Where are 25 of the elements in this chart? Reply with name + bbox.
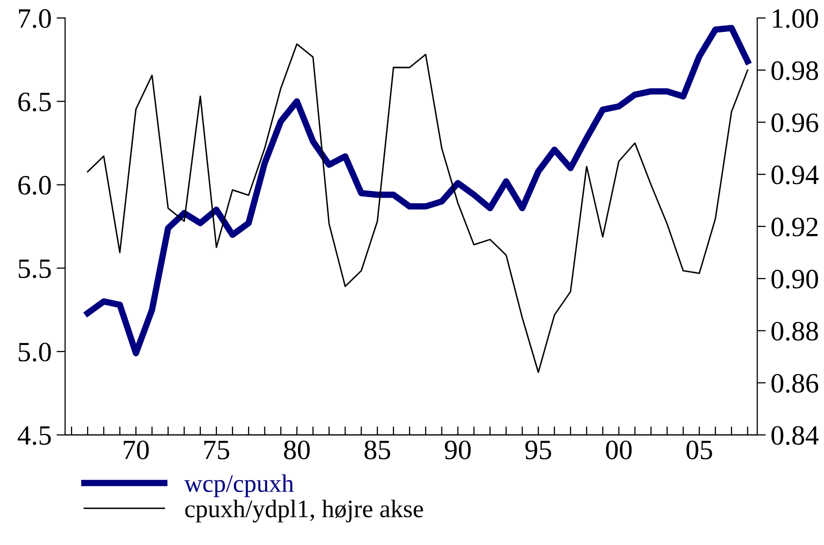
x-tick-label: 80 bbox=[284, 440, 310, 460]
y-tick-label: 7.0 bbox=[19, 9, 51, 28]
y2-tick-label: 0.88 bbox=[772, 322, 818, 341]
x-tick-label: 90 bbox=[444, 440, 471, 460]
x-tick-label: 95 bbox=[525, 440, 552, 460]
y2-tick-label: 0.96 bbox=[772, 113, 818, 132]
x-tick-label: 85 bbox=[364, 440, 390, 460]
y-tick-label: 5.0 bbox=[18, 342, 51, 362]
y2-tick-label: 0.84 bbox=[772, 426, 819, 445]
y2-tick-label: 0.94 bbox=[772, 165, 819, 184]
y2-tick-label: 0.98 bbox=[772, 61, 818, 80]
legend-label: cpuxh/ydpl1, højre akse bbox=[185, 500, 423, 522]
legend-label: wcp/cpuxh bbox=[184, 474, 294, 498]
y-tick-label: 5.5 bbox=[18, 260, 51, 278]
y2-tick-label: 0.92 bbox=[772, 218, 818, 236]
x-tick-label: 75 bbox=[204, 440, 230, 460]
y2-tick-label: 0.86 bbox=[772, 374, 818, 393]
y-tick-label: 6.0 bbox=[18, 176, 51, 195]
y-tick-label: 6.5 bbox=[18, 92, 51, 112]
x-tick-label: 70 bbox=[124, 440, 149, 460]
y2-tick-label: 1.00 bbox=[772, 9, 818, 28]
y-tick-label: 4.5 bbox=[18, 426, 51, 445]
y2-tick-label: 0.90 bbox=[772, 270, 818, 289]
x-tick-label: 00 bbox=[606, 440, 632, 460]
x-tick-label: 05 bbox=[686, 440, 712, 460]
